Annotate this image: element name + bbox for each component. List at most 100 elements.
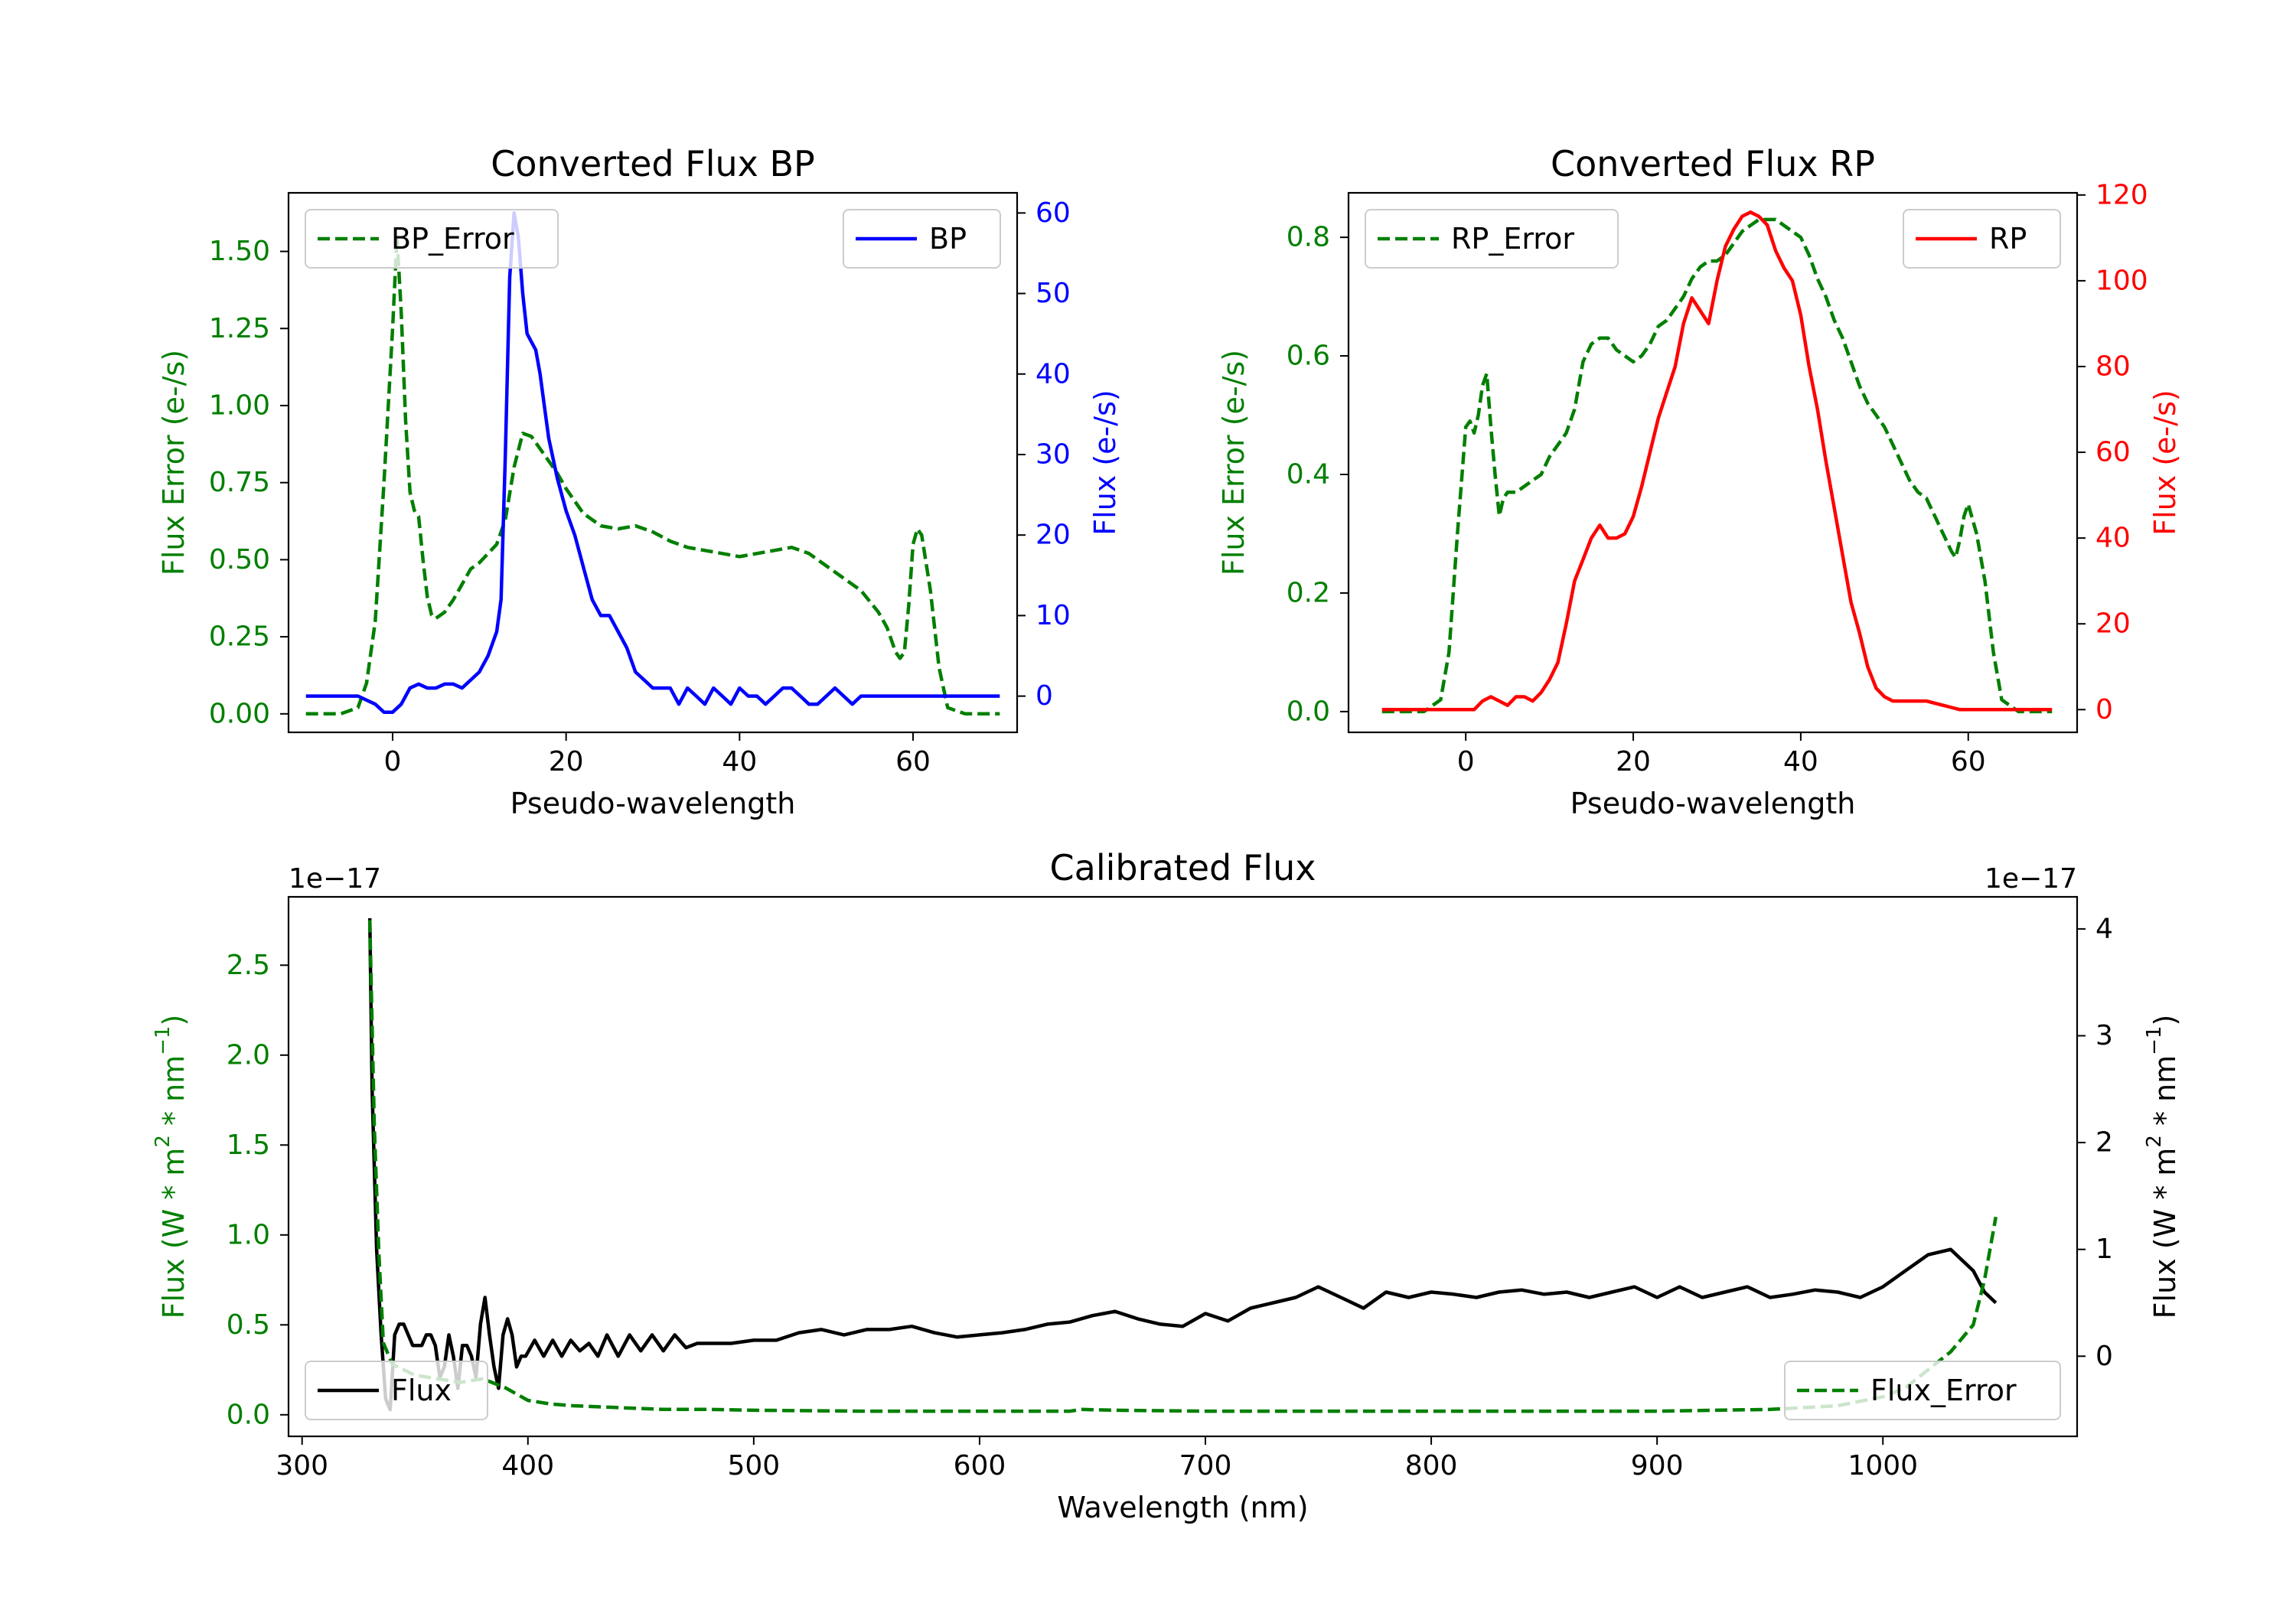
x-axis-label: Wavelength (nm) [1057,1491,1308,1524]
series-line-flux [367,918,1998,1412]
ylabel-part: ) [2148,1015,2182,1026]
y-right-tick-label: 50 [1035,278,1071,309]
y-left-tick-label: 0.2 [1287,577,1330,608]
y-left-tick-label: 0.4 [1287,458,1330,490]
y-left-tick-label: 1.00 [209,390,270,421]
ylabel-superscript: −1 [2143,1026,2166,1055]
y-right-tick-label: 80 [2095,350,2131,382]
y-right-tick-label: 120 [2095,179,2148,210]
y-right-tick-label: 3 [2095,1020,2113,1051]
axes-frame [1347,191,2079,734]
y-right-tick-label: 0 [2095,1341,2113,1372]
x-tick-label: 20 [549,746,584,777]
ylabel-superscript: 2 [152,1135,174,1148]
x-tick-label: 60 [1951,746,1986,777]
legend-label: BP [929,222,967,256]
legend-label: Flux_Error [1870,1374,2017,1407]
y-left-tick-label: 1.25 [209,313,270,344]
y-left-axis-label: Flux Error (e-/s) [1217,350,1251,575]
y-right-tick-label: 40 [2095,523,2131,554]
y-right-tick-label: 4 [2095,913,2113,944]
x-tick-label: 400 [501,1450,554,1482]
y-right-tick-label: 20 [1035,520,1071,551]
y-left-tick-label: 0.6 [1287,341,1330,372]
chart-bp: Converted Flux BP 0 20 40 60 Pseudo-wavelengt… [157,143,1122,820]
y-left-tick-label: 0.0 [1287,696,1330,727]
legend-box [305,1361,488,1420]
y-left-axis-label: Flux Error (e-/s) [157,350,191,575]
y-left-tick-label: 1.0 [227,1219,270,1250]
y-left-tick-label: 2.5 [227,950,270,981]
y-right-axis-label: Flux (e-/s) [2148,390,2182,535]
legend-label: Flux [391,1374,452,1407]
y-left-offset-text: 1e−17 [289,863,381,895]
ylabel-part: Flux (W * m [2148,1148,2182,1319]
legend-label: RP [1989,222,2027,256]
y-right-tick-label: 2 [2095,1127,2113,1159]
y-right-tick-label: 60 [1035,197,1071,229]
legend-label: BP_Error [391,222,514,256]
ylabel-part: Flux (W * m [157,1148,191,1319]
y-right-axis-label: Flux (e-/s) [1088,390,1122,535]
x-tick-label: 20 [1616,746,1651,777]
x-tick-label: 0 [1457,746,1475,777]
legend-label: RP_Error [1451,222,1574,256]
series-line-bp-error [305,234,1000,716]
y-left-tick-label: 0.00 [209,698,270,729]
series-line-flux-error [367,920,1998,1413]
axes-frame [287,191,1019,734]
ylabel-part: ) [157,1015,191,1026]
ylabel-superscript: −1 [152,1026,174,1055]
chart-calibrated: Calibrated Flux 300 400 500 600 700 800 900 1000… [152,847,2182,1524]
y-left-tick-label: 0.50 [209,544,270,575]
y-right-tick-label: 20 [2095,608,2131,640]
y-right-tick-label: 30 [1035,438,1071,470]
series-line-bp [305,211,1000,714]
y-right-offset-text: 1e−17 [1985,863,2077,895]
series-line-rp-error [1381,217,2053,714]
x-tick-label: 40 [722,746,757,777]
ylabel-part: * nm [2148,1055,2182,1135]
x-tick-label: 60 [895,746,931,777]
chart-title: Calibrated Flux [1050,847,1316,888]
x-tick-label: 500 [727,1450,780,1482]
y-left-tick-label: 1.5 [227,1129,270,1161]
legend-box [843,209,1001,269]
series-group [367,918,1998,1413]
legend-error: Flux_Error [1784,1361,2061,1420]
y-left-tick-label: 0.8 [1287,222,1330,253]
x-tick-label: 900 [1631,1450,1684,1482]
ylabel-superscript: 2 [2143,1135,2166,1148]
series-line-rp [1381,210,2053,712]
y-left-tick-label: 0.0 [227,1399,270,1430]
y-left-axis-label: Flux (W * m2 * nm−1) [152,1015,191,1319]
legend-flux: RP [1903,209,2061,269]
axes-frame [287,895,2079,1438]
x-tick-label: 300 [276,1450,328,1482]
series-group [1381,210,2053,714]
legend-box [1903,209,2061,269]
y-right-tick-label: 40 [1035,358,1071,390]
y-right-tick-label: 100 [2095,265,2148,296]
ylabel-part: * nm [157,1055,191,1135]
x-tick-label: 40 [1783,746,1818,777]
y-right-tick-label: 60 [2095,437,2131,468]
legend-flux: BP [843,209,1001,269]
x-tick-label: 600 [954,1450,1006,1482]
x-tick-label: 700 [1179,1450,1232,1482]
legend-flux: Flux [305,1361,488,1420]
x-tick-label: 0 [384,746,402,777]
legend-box [305,209,559,269]
y-left-tick-label: 0.75 [209,467,270,498]
chart-title: Converted Flux BP [491,143,815,184]
legend-box [1365,209,1619,269]
y-left-tick-label: 2.0 [227,1039,270,1071]
y-left-tick-label: 0.25 [209,621,270,653]
x-axis-label: Pseudo-wavelength [1570,787,1856,820]
y-left-tick-label: 0.5 [227,1309,270,1341]
chart-title: Converted Flux RP [1551,143,1875,184]
series-group [305,211,1000,716]
legend-error: RP_Error [1365,209,1619,269]
x-tick-label: 1000 [1848,1450,1918,1482]
